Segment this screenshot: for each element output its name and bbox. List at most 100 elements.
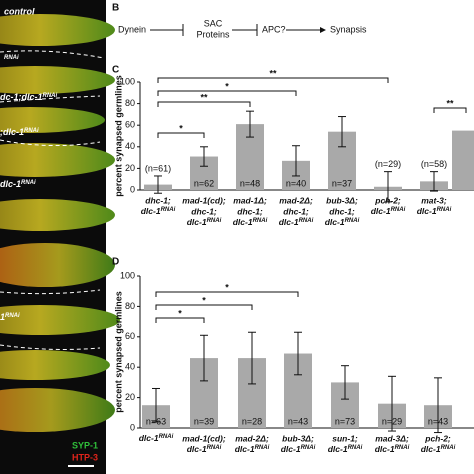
x-tick-label-base: dlc-1	[235, 444, 255, 454]
x-tick-label: dlc-1RNAi	[139, 433, 174, 443]
x-tick-label: dlc-1RNAi	[187, 217, 222, 227]
image-label: ;dlc-1RNAi	[0, 127, 39, 137]
y-tick-label: 80	[125, 301, 135, 311]
image-label: 1RNAi	[0, 312, 20, 322]
x-tick-label: mad-3Δ;	[375, 433, 409, 443]
x-tick-label-sup: RNAi	[161, 207, 176, 213]
image-label: control	[4, 6, 35, 16]
n-label: n=73	[335, 416, 355, 426]
image-label-sup: RNAi	[4, 55, 19, 61]
significance-bracket	[157, 90, 297, 96]
y-tick-label: 0	[130, 422, 135, 432]
x-tick-label: dhc-1;	[191, 206, 217, 216]
significance-label: **	[200, 92, 208, 102]
n-label: n=48	[240, 178, 260, 188]
image-label-sup: RNAi	[24, 128, 39, 134]
significance-bracket	[157, 77, 389, 83]
x-tick-label-base: dlc-1	[281, 444, 301, 454]
significance-bracket	[155, 304, 253, 310]
y-tick-label: 20	[125, 163, 135, 173]
node-label: Proteins	[196, 29, 230, 39]
x-tick-label-sup: RNAi	[299, 218, 314, 224]
n-label: n=28	[242, 416, 262, 426]
image-label-sup: RNAi	[43, 93, 58, 99]
y-tick-label: 20	[125, 392, 135, 402]
x-tick-label-sup: RNAi	[207, 218, 222, 224]
x-tick-label: dlc-1RNAi	[325, 217, 360, 227]
x-tick-label: dlc-1RNAi	[417, 206, 452, 216]
x-tick-label: mad-2Δ;	[235, 433, 269, 443]
n-label: n=62	[194, 178, 214, 188]
significance-bracket	[155, 317, 205, 323]
x-tick-label-sup: RNAi	[345, 218, 360, 224]
node-label: Synapsis	[330, 24, 367, 34]
significance-bracket	[157, 132, 205, 138]
x-tick-label: dlc-1RNAi	[141, 206, 176, 216]
x-tick-label: dlc-1RNAi	[279, 217, 314, 227]
significance-label: *	[202, 295, 206, 305]
y-tick-label: 100	[120, 76, 135, 86]
image-label: dlc-1RNAi	[0, 179, 36, 189]
image-label-base: ;dlc-1	[0, 127, 24, 137]
n-label: n=40	[286, 178, 306, 188]
y-axis-title: percent synapsed germlines	[113, 75, 123, 197]
x-tick-label-sup: RNAi	[159, 434, 174, 440]
x-tick-label-base: dlc-1	[371, 206, 391, 216]
x-tick-label: dhc-1;	[145, 195, 171, 205]
legend-text: SYP-1	[72, 440, 98, 450]
x-tick-label-base: dlc-1	[139, 433, 159, 443]
significance-bracket	[155, 291, 299, 297]
x-tick-label-base: dlc-1	[325, 217, 345, 227]
x-tick-label-sup: RNAi	[391, 207, 406, 213]
y-tick-label: 80	[125, 98, 135, 108]
micrographs	[0, 0, 120, 474]
x-tick-label-sup: RNAi	[253, 218, 268, 224]
x-tick-label: mad-1(cd);	[182, 195, 226, 205]
significance-label: *	[225, 81, 229, 91]
x-tick-label: mad-2Δ;	[279, 195, 313, 205]
x-tick-label: dlc-1RNAi	[281, 444, 316, 454]
significance-label: *	[179, 123, 183, 133]
x-tick-label: dhc-1;	[237, 206, 263, 216]
x-tick-label: mad-1(cd);	[182, 433, 226, 443]
x-tick-label-sup: RNAi	[301, 445, 316, 451]
image-label: dc-1;dlc-1RNAi	[0, 92, 58, 102]
x-tick-label: bub-3Δ;	[282, 433, 314, 443]
significance-bracket	[157, 101, 251, 107]
node-label: Dynein	[118, 24, 146, 34]
x-tick-label: dhc-1;	[283, 206, 309, 216]
x-tick-label-sup: RNAi	[348, 445, 363, 451]
n-label: n=37	[332, 178, 352, 188]
significance-label: **	[446, 98, 454, 108]
x-tick-label: dlc-1RNAi	[233, 217, 268, 227]
x-tick-label: dlc-1RNAi	[371, 206, 406, 216]
y-tick-label: 40	[125, 362, 135, 372]
x-tick-label: dlc-1RNAi	[187, 444, 222, 454]
image-label-base: dc-1;dlc-1	[0, 92, 43, 102]
x-tick-label: dhc-1;	[329, 206, 355, 216]
y-tick-label: 100	[120, 270, 135, 280]
image-label-base: 1	[0, 312, 5, 322]
significance-label: **	[269, 68, 277, 78]
bar	[452, 130, 474, 190]
significance-bracket	[433, 107, 467, 113]
x-tick-label: dlc-1RNAi	[328, 444, 363, 454]
n-label: n=29	[382, 416, 402, 426]
significance-label: *	[225, 282, 229, 292]
node-label: APC?	[262, 24, 286, 34]
x-tick-label: sun-1;	[332, 433, 358, 443]
x-tick-label-base: dlc-1	[187, 217, 207, 227]
x-tick-label: pch-2;	[424, 433, 451, 443]
x-tick-label-sup: RNAi	[207, 445, 222, 451]
x-tick-label: pch-2;	[374, 195, 401, 205]
image-label-sup: RNAi	[21, 180, 36, 186]
x-tick-label-base: dlc-1	[375, 444, 395, 454]
n-label: n=39	[194, 416, 214, 426]
x-tick-label-base: dlc-1	[328, 444, 348, 454]
x-tick-label: bub-3Δ;	[326, 195, 358, 205]
panel-label: C	[112, 65, 119, 76]
x-tick-label-base: dlc-1	[417, 206, 437, 216]
x-tick-label-base: dlc-1	[187, 444, 207, 454]
y-tick-label: 60	[125, 331, 135, 341]
n-label: n=43	[428, 416, 448, 426]
